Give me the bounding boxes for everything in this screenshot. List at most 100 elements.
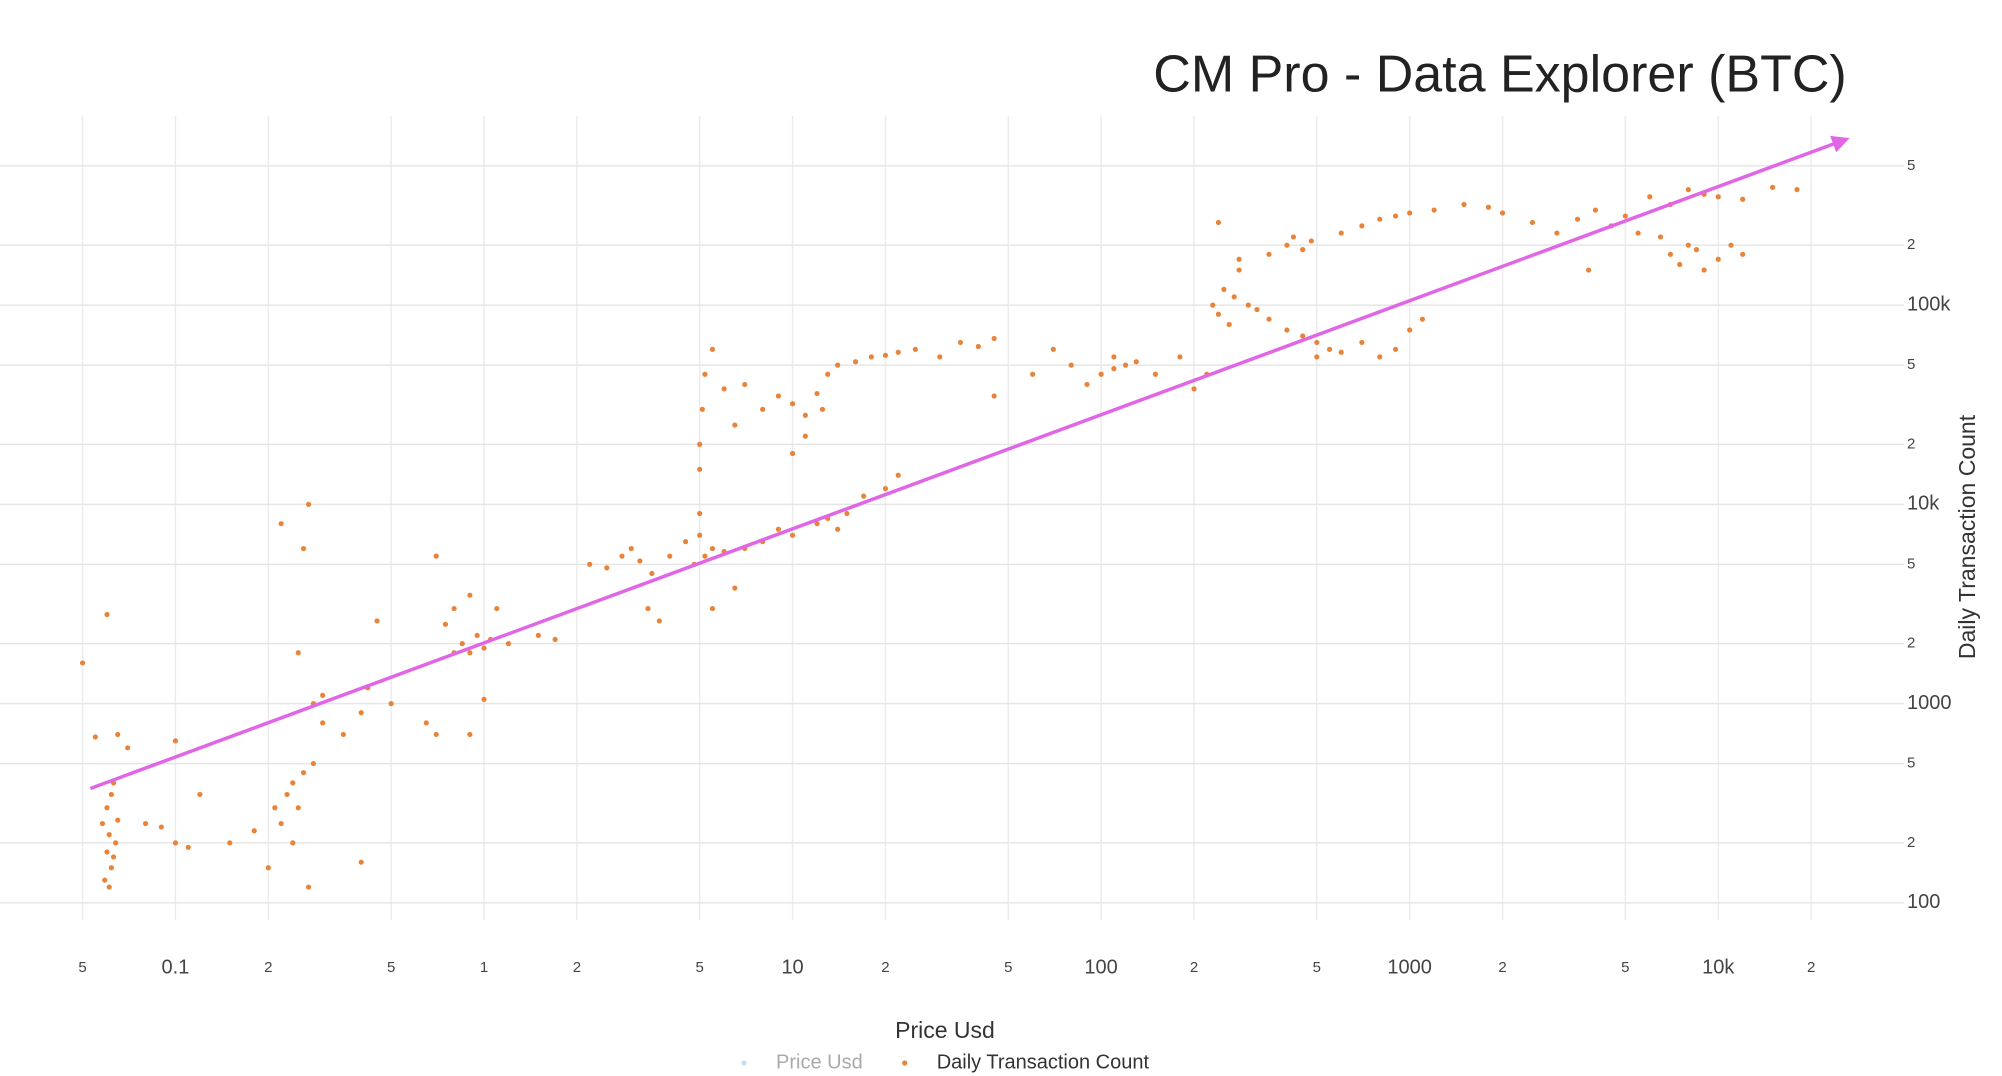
data-point <box>1314 354 1320 360</box>
data-point <box>1030 371 1036 377</box>
y-tick-label: 10k <box>1907 493 1940 515</box>
y-tick-label: 1000 <box>1907 692 1952 714</box>
data-point <box>1236 256 1242 262</box>
data-point <box>290 780 296 786</box>
data-point <box>835 362 841 368</box>
data-point <box>102 877 108 883</box>
y-tick-label: 2 <box>1907 435 1915 452</box>
x-tick-label: 2 <box>1807 959 1815 976</box>
data-point <box>1177 354 1183 360</box>
y-tick-label: 5 <box>1907 356 1915 373</box>
data-point <box>374 618 380 624</box>
data-point <box>467 731 473 738</box>
data-point <box>709 545 716 552</box>
data-point <box>99 820 106 827</box>
data-point <box>1693 247 1700 253</box>
legend-item[interactable]: Daily Transaction Count <box>902 1051 1149 1073</box>
data-point <box>158 824 164 830</box>
data-point <box>79 660 86 666</box>
data-point <box>1338 349 1344 355</box>
data-point <box>481 696 487 702</box>
data-point <box>92 734 98 740</box>
data-point <box>442 621 449 627</box>
data-point <box>1407 327 1413 333</box>
data-point <box>535 632 541 638</box>
data-point <box>1226 321 1232 328</box>
data-point <box>775 526 782 532</box>
data-point <box>113 840 119 846</box>
data-point <box>265 865 271 871</box>
data-point <box>310 760 317 767</box>
x-tick-label: 10 <box>781 956 803 978</box>
data-point <box>991 393 997 399</box>
data-point <box>1284 242 1290 248</box>
x-tick-label: 2 <box>1498 959 1506 976</box>
chart-title: CM Pro - Data Explorer (BTC) <box>1153 46 1846 104</box>
data-point <box>278 521 284 527</box>
data-point <box>1635 230 1641 236</box>
legend-marker <box>902 1060 908 1066</box>
data-point <box>1574 216 1581 222</box>
x-tick-label: 10k <box>1702 956 1735 978</box>
data-point <box>742 381 748 388</box>
data-point <box>104 805 110 811</box>
y-axis-title: Daily Transaction Count <box>1954 414 1980 659</box>
legend-marker <box>741 1060 747 1066</box>
legend-label: Price Usd <box>776 1051 863 1073</box>
data-point <box>1407 210 1413 216</box>
data-point <box>290 840 296 846</box>
data-point <box>1392 213 1399 219</box>
data-point <box>340 731 346 738</box>
data-point <box>721 386 727 392</box>
data-point <box>702 371 708 377</box>
y-tick-label: 2 <box>1907 635 1915 652</box>
data-point <box>1769 184 1776 190</box>
data-point <box>697 532 703 538</box>
data-point <box>825 371 831 377</box>
data-point <box>295 650 301 656</box>
data-point <box>115 817 121 823</box>
data-point <box>789 450 796 457</box>
data-point <box>104 611 110 618</box>
y-tick-label: 100 <box>1907 891 1940 913</box>
data-point <box>1326 346 1333 352</box>
data-point <box>1098 371 1104 377</box>
data-point <box>459 641 465 647</box>
data-point <box>604 565 610 571</box>
data-point <box>106 884 112 890</box>
data-point <box>802 412 808 418</box>
data-point <box>1419 316 1426 322</box>
data-point <box>108 791 114 798</box>
data-point <box>1728 242 1734 248</box>
data-point <box>1392 346 1399 352</box>
data-point <box>278 820 284 827</box>
data-point <box>300 770 307 776</box>
y-tick-label: 2 <box>1907 834 1915 851</box>
data-point <box>227 840 233 846</box>
data-point <box>760 406 766 412</box>
data-point <box>494 605 500 612</box>
data-point <box>709 605 716 612</box>
data-point <box>697 510 703 517</box>
data-point <box>295 805 301 811</box>
data-point <box>1152 371 1159 377</box>
legend-label: Daily Transaction Count <box>937 1051 1150 1073</box>
x-tick-label: 5 <box>696 959 704 976</box>
data-point <box>115 731 121 738</box>
data-point <box>1084 381 1090 388</box>
data-point <box>1300 247 1306 253</box>
legend-item[interactable]: Price Usd <box>741 1051 863 1073</box>
data-point <box>697 441 703 447</box>
data-point <box>1314 339 1320 346</box>
data-point <box>844 510 850 517</box>
data-point <box>1191 386 1197 392</box>
y-tick-label: 5 <box>1907 755 1915 772</box>
data-point <box>1554 230 1560 236</box>
x-axis-title: Price Usd <box>895 1017 995 1043</box>
data-point <box>699 406 705 412</box>
data-point <box>358 859 364 865</box>
data-point <box>1359 223 1365 229</box>
data-point <box>1231 294 1237 300</box>
data-point <box>656 618 662 624</box>
